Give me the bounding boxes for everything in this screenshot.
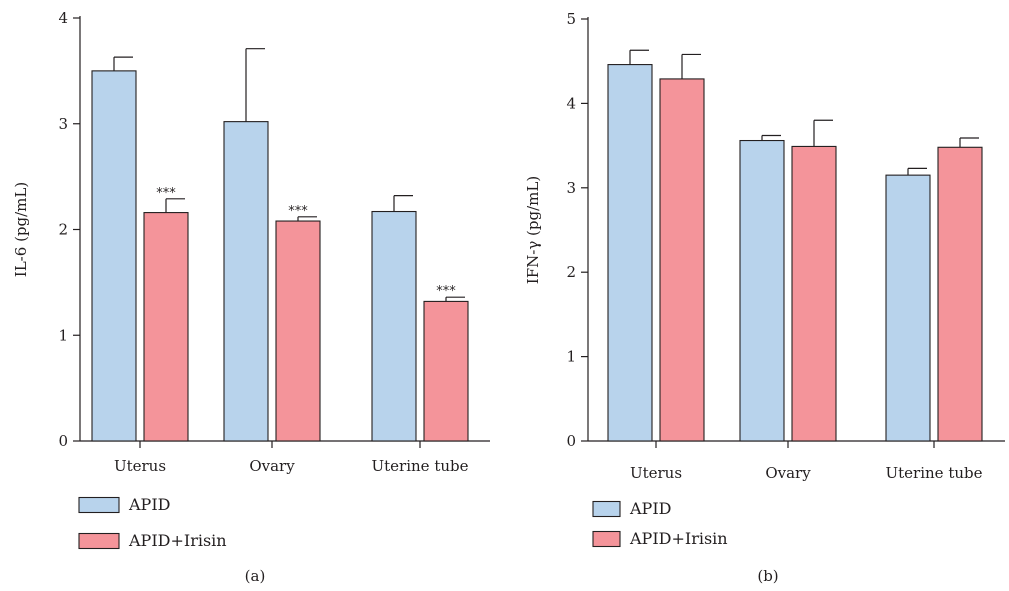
bar-apid (223, 121, 269, 442)
y-axis-label: IL-6 (pg/mL) (12, 182, 30, 277)
legend-label: APID+Irisin (629, 529, 728, 548)
y-tick-label: 0 (566, 432, 576, 450)
legend-label: APID (128, 495, 170, 514)
bar-apid-irisin (275, 220, 321, 442)
y-tick-label: 5 (566, 10, 576, 28)
y-tick-label: 4 (566, 94, 576, 112)
y-tick-label: 2 (566, 263, 576, 281)
legend-swatch (592, 530, 621, 548)
x-category-label: Uterus (630, 464, 682, 482)
bar-apid-irisin (143, 212, 189, 442)
legend-swatch (78, 496, 120, 514)
y-axis-label: IFN-γ (pg/mL) (524, 176, 542, 284)
x-category-label: Ovary (249, 457, 295, 475)
y-tick-label: 1 (566, 348, 576, 366)
panel-label: (b) (757, 567, 778, 585)
legend-label: APID+Irisin (128, 531, 227, 550)
bar-apid-irisin (937, 146, 983, 442)
y-tick-label: 1 (58, 326, 68, 344)
y-tick-label: 3 (58, 115, 68, 133)
panel-b-ifn-gamma-chart: 0 1 2 3 4 5 IFN-γ (pg/mL) Uterus Ovary Uterine tu… (524, 10, 1005, 585)
bar-apid (885, 174, 931, 442)
x-category-label: Ovary (765, 464, 811, 482)
y-tick-label: 3 (566, 179, 576, 197)
panel-label: (a) (245, 567, 266, 585)
y-tick-label: 2 (58, 221, 68, 239)
bar-apid (607, 64, 653, 442)
significance-label: *** (156, 186, 176, 201)
legend-swatch (78, 532, 120, 550)
bar-apid-irisin (791, 145, 837, 442)
x-category-label: Uterus (114, 457, 166, 475)
bar-apid-irisin (659, 78, 705, 442)
panel-a-il6-chart: 0 1 2 3 4 IL-6 (pg/mL) Uterus Ovary Uterine tube… (12, 9, 490, 585)
bar-apid (739, 139, 785, 442)
y-tick-label: 0 (58, 432, 68, 450)
legend-swatch (592, 500, 621, 518)
bar-apid-irisin (423, 300, 469, 442)
y-tick-label: 4 (58, 9, 68, 27)
x-category-label: Uterine tube (372, 457, 469, 475)
significance-label: *** (288, 204, 308, 219)
significance-label: *** (436, 284, 456, 299)
bar-apid (91, 70, 137, 442)
x-category-label: Uterine tube (886, 464, 983, 482)
bar-apid (371, 210, 417, 442)
legend-label: APID (629, 499, 671, 518)
